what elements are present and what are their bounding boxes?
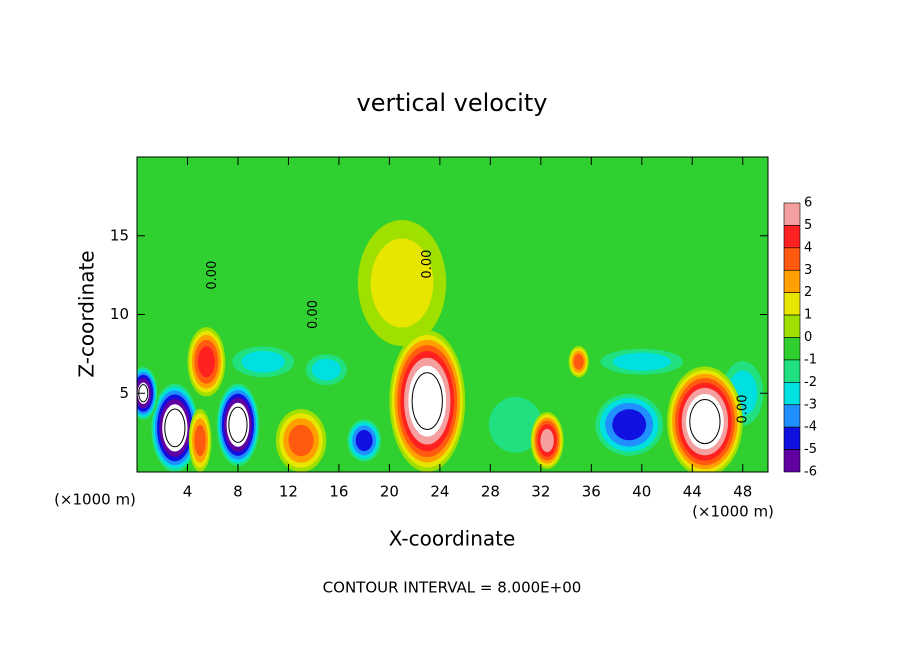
x-tick-label: 12: [279, 483, 298, 501]
colorbar-tick-label: -2: [804, 375, 817, 390]
x-tick-label: 16: [329, 483, 348, 501]
contour-line: [164, 408, 186, 448]
x-tick-label: 32: [531, 483, 550, 501]
field-feature: [691, 402, 719, 442]
x-tick-label: 4: [183, 483, 193, 501]
chart-title: vertical velocity: [357, 89, 548, 117]
colorbar-tick-label: 2: [804, 285, 812, 300]
colorbar-tick-label: -6: [804, 465, 817, 480]
x-tick-label: 24: [430, 483, 449, 501]
colorbar-band: [783, 337, 801, 361]
x-tick-label: 28: [481, 483, 500, 501]
footer-note: CONTOUR INTERVAL = 8.000E+00: [323, 579, 582, 597]
field-feature: [540, 428, 554, 453]
contour-line: [228, 406, 248, 443]
colorbar-tick-label: -3: [804, 397, 817, 412]
colorbar-tick-label: 6: [804, 196, 812, 211]
field-feature: [197, 346, 215, 378]
field: 0.00 0.00 0.00 0.00: [137, 220, 768, 472]
contour-label: 0.00: [205, 261, 220, 290]
field-feature: [229, 409, 246, 441]
field-feature: [288, 424, 314, 457]
colorbar-band: [783, 404, 801, 428]
contour-label: 0.00: [306, 300, 321, 329]
colorbar-band: [783, 202, 801, 226]
contour-label: 0.00: [735, 395, 750, 424]
field-feature: [612, 352, 671, 371]
x-tick-label: 48: [733, 483, 752, 501]
x-unit-label: (×1000 m): [692, 503, 774, 521]
field-feature: [488, 396, 543, 453]
colorbar-tick-label: 0: [804, 330, 812, 345]
colorbar-band: [783, 247, 801, 271]
field-feature: [165, 411, 184, 445]
x-tick-label: 36: [582, 483, 601, 501]
field-feature: [355, 429, 373, 452]
x-axis-label: X-coordinate: [389, 527, 516, 551]
colorbar-band: [783, 314, 801, 338]
field-feature: [612, 409, 647, 441]
colorbar-band: [783, 449, 801, 473]
x-tick-label: 40: [632, 483, 651, 501]
colorbar-tick-label: 4: [804, 240, 812, 255]
x-tick-label: 44: [683, 483, 702, 501]
colorbar-band: [783, 382, 801, 406]
colorbar-tick-label: -5: [804, 442, 817, 457]
field-feature: [241, 350, 286, 373]
colorbar-tick-label: 5: [804, 218, 812, 233]
y-tick-label: 5: [119, 384, 129, 402]
colorbar-band: [783, 426, 801, 450]
y-tick-label: 15: [110, 226, 129, 244]
x-tick-label: 20: [380, 483, 399, 501]
colorbar-tick-label: -4: [804, 420, 817, 435]
contour-line: [689, 399, 721, 445]
colorbar-tick-label: 3: [804, 263, 812, 278]
y-tick-label: 10: [110, 305, 129, 323]
colorbar-band: [783, 269, 801, 293]
contour-line: [411, 372, 443, 430]
colorbar-tick-label: -1: [804, 352, 817, 367]
field-feature: [311, 358, 341, 381]
contour-label: 0.00: [420, 250, 435, 279]
field-feature: [194, 424, 206, 457]
field-feature: [413, 376, 441, 427]
colorbar-tick-label: 1: [804, 308, 812, 323]
field-feature: [370, 238, 434, 328]
colorbar-band: [783, 359, 801, 383]
colorbar-band: [783, 225, 801, 249]
colorbar-band: [783, 292, 801, 316]
y-axis-label: Z-coordinate: [75, 250, 99, 377]
x-tick-label: 8: [233, 483, 243, 501]
field-feature: [573, 353, 584, 370]
x-unit-label: (×1000 m): [54, 491, 136, 509]
